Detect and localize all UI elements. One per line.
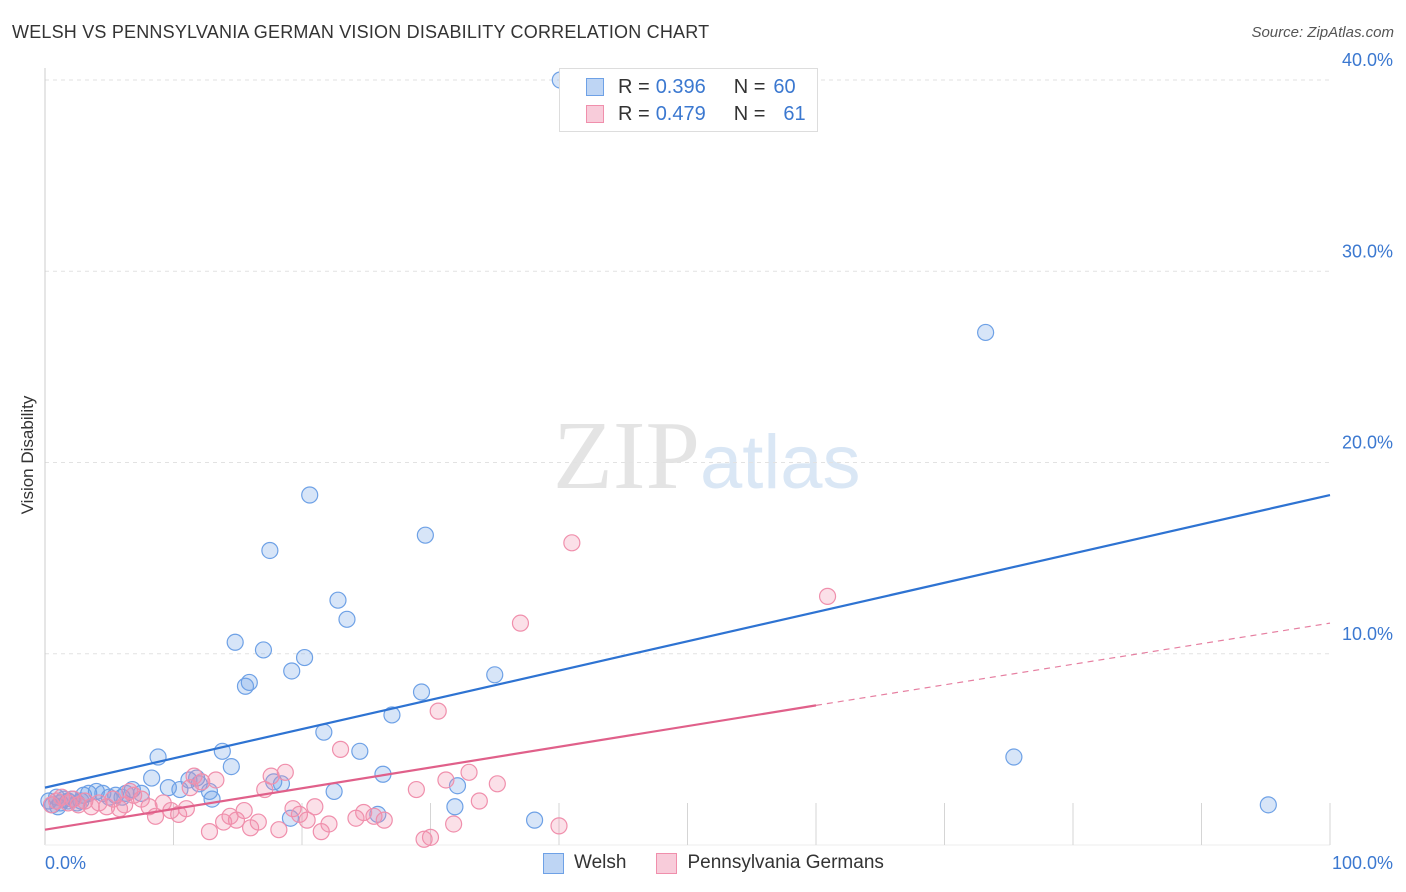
pennsylvania-german-point: [90, 794, 108, 812]
pennsylvania-german-point: [415, 830, 433, 848]
pennsylvania-german-trend-line: [44, 704, 817, 831]
pennsylvania-german-point: [276, 763, 294, 781]
pennsylvania-german-point: [421, 828, 440, 846]
pennsylvania-german-point: [365, 807, 383, 825]
welsh-trend-line: [44, 493, 1331, 789]
pennsylvania-german-point: [429, 702, 447, 720]
y-tick-label: 20.0%: [1342, 433, 1393, 453]
welsh-point: [325, 782, 343, 801]
pennsylvania-german-point: [563, 534, 581, 552]
pennsylvania-german-point: [200, 823, 219, 841]
legend-r-label: R =: [618, 102, 650, 125]
series-legend-pennsylvania-germans[interactable]: Pennsylvania Germans: [656, 852, 884, 874]
legend-row-welsh: R = 0.396 N = 60: [560, 72, 796, 102]
y-axis-label: Vision Disability: [18, 395, 37, 515]
welsh-point: [254, 641, 273, 659]
pennsylvania-german-point: [235, 801, 253, 820]
legend-r-label: R =: [618, 75, 650, 98]
pennsylvania-german-point: [121, 782, 139, 801]
pennsylvania-german-point: [262, 767, 280, 785]
pennsylvania-german-point: [207, 771, 225, 789]
pennsylvania-german-point: [355, 803, 373, 822]
pennsylvania-german-point: [511, 614, 530, 632]
welsh-point: [49, 798, 67, 816]
welsh-point: [416, 526, 434, 544]
correlation-legend: R = 0.396 N = 60 R = 0.479 N = 61: [559, 68, 818, 132]
legend-n-value: 61: [783, 102, 806, 125]
chart-source: Source: ZipAtlas.com: [1251, 24, 1394, 41]
series-label-welsh: Welsh: [574, 852, 627, 873]
welsh-point: [295, 648, 314, 667]
legend-r-value: 0.479: [655, 102, 706, 125]
y-tick-label: 30.0%: [1342, 241, 1393, 261]
pennsylvania-german-point: [375, 811, 393, 829]
pennsylvania-german-point: [249, 813, 267, 831]
series-legend: Welsh Pennsylvania Germans: [543, 852, 914, 874]
series-swatch-pennsylvania-germans: [656, 852, 678, 874]
pennsylvania-german-point: [306, 798, 324, 816]
welsh-point: [351, 742, 369, 760]
welsh-point: [261, 541, 279, 560]
pennsylvania-german-point: [320, 815, 338, 833]
series-label-pennsylvania-germans: Pennsylvania Germans: [687, 852, 884, 873]
legend-swatch-pennsylvania-germans: [586, 105, 604, 123]
welsh-point: [446, 798, 464, 816]
x-tick-label: 100.0%: [1332, 853, 1393, 873]
pennsylvania-german-point: [76, 792, 94, 810]
welsh-point: [301, 486, 319, 504]
pennsylvania-german-point: [331, 740, 350, 758]
welsh-point: [525, 811, 544, 829]
pennsylvania-german-point: [550, 817, 568, 835]
pennsylvania-german-point: [270, 821, 288, 839]
welsh-point: [338, 610, 356, 628]
legend-swatch-welsh: [586, 78, 604, 96]
legend-r-value: 0.396: [655, 75, 706, 98]
welsh-point: [412, 683, 431, 701]
series-legend-welsh[interactable]: Welsh: [543, 852, 626, 874]
welsh-point: [383, 706, 401, 724]
legend-n-value: 60: [773, 75, 796, 98]
welsh-point: [977, 323, 995, 342]
welsh-point: [329, 591, 347, 609]
pennsylvania-german-point: [284, 800, 302, 818]
pennsylvania-german-point: [445, 815, 463, 833]
legend-n-label: N =: [733, 75, 766, 98]
pennsylvania-german-point: [488, 775, 506, 793]
welsh-point: [283, 662, 301, 680]
welsh-point: [486, 666, 504, 684]
pennsylvania-german-point: [470, 792, 488, 810]
pennsylvania-german-point: [818, 587, 837, 605]
welsh-point: [222, 757, 240, 776]
pennsylvania-german-trend-line-extension: [815, 622, 1331, 706]
series-swatch-welsh: [543, 852, 564, 874]
welsh-point: [226, 633, 244, 651]
welsh-point: [143, 769, 161, 787]
pennsylvania-german-point: [437, 771, 455, 789]
pennsylvania-german-point: [407, 780, 425, 799]
welsh-point: [315, 723, 333, 741]
welsh-point: [1259, 796, 1277, 814]
pennsylvania-german-point: [215, 813, 233, 831]
legend-row-pennsylvania-germans: R = 0.479 N = 61: [560, 99, 806, 129]
pennsylvania-german-point: [140, 798, 158, 816]
pennsylvania-german-point: [460, 763, 478, 781]
chart-title: WELSH VS PENNSYLVANIA GERMAN VISION DISA…: [12, 22, 710, 42]
legend-n-label: N =: [733, 102, 766, 125]
welsh-point: [1005, 748, 1023, 766]
y-tick-label: 10.0%: [1342, 624, 1393, 644]
x-tick-label: 0.0%: [45, 853, 86, 873]
y-tick-label: 40.0%: [1342, 50, 1393, 70]
welsh-point: [281, 809, 300, 827]
welsh-point: [240, 673, 258, 692]
pennsylvania-german-point: [298, 811, 316, 829]
pennsylvania-german-point: [181, 779, 199, 797]
